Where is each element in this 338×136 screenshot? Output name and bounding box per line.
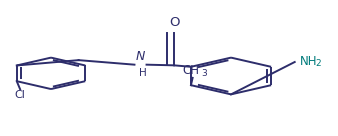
Text: 2: 2 (316, 59, 321, 68)
Text: Cl: Cl (15, 90, 26, 100)
Text: NH: NH (300, 55, 317, 68)
Text: CH: CH (183, 64, 199, 77)
Text: N: N (136, 50, 145, 63)
Text: O: O (169, 16, 179, 29)
Text: 3: 3 (201, 69, 207, 78)
Text: H: H (139, 68, 147, 78)
